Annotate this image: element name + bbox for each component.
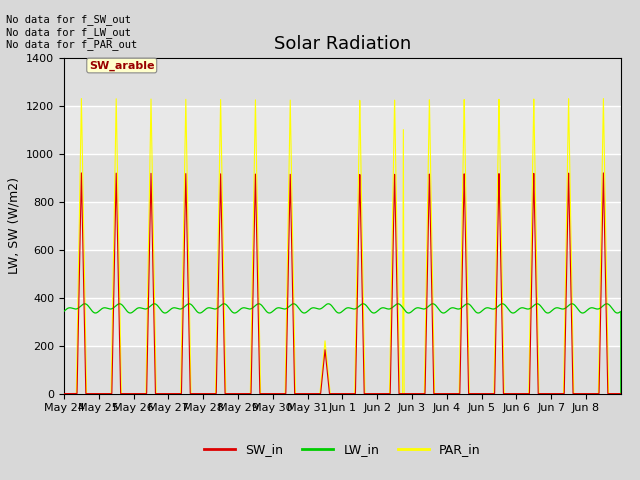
Y-axis label: LW, SW (W/m2): LW, SW (W/m2): [8, 177, 20, 274]
Legend: SW_in, LW_in, PAR_in: SW_in, LW_in, PAR_in: [199, 438, 486, 461]
Bar: [64, 346, 621, 394]
Text: No data for f_SW_out
No data for f_LW_out
No data for f_PAR_out: No data for f_SW_out No data for f_LW_ou…: [6, 14, 138, 50]
Bar: [64, 154, 621, 202]
Bar: [64, 250, 621, 298]
Text: SW_arable: SW_arable: [89, 60, 154, 71]
Bar: [64, 58, 621, 106]
Title: Solar Radiation: Solar Radiation: [274, 35, 411, 53]
